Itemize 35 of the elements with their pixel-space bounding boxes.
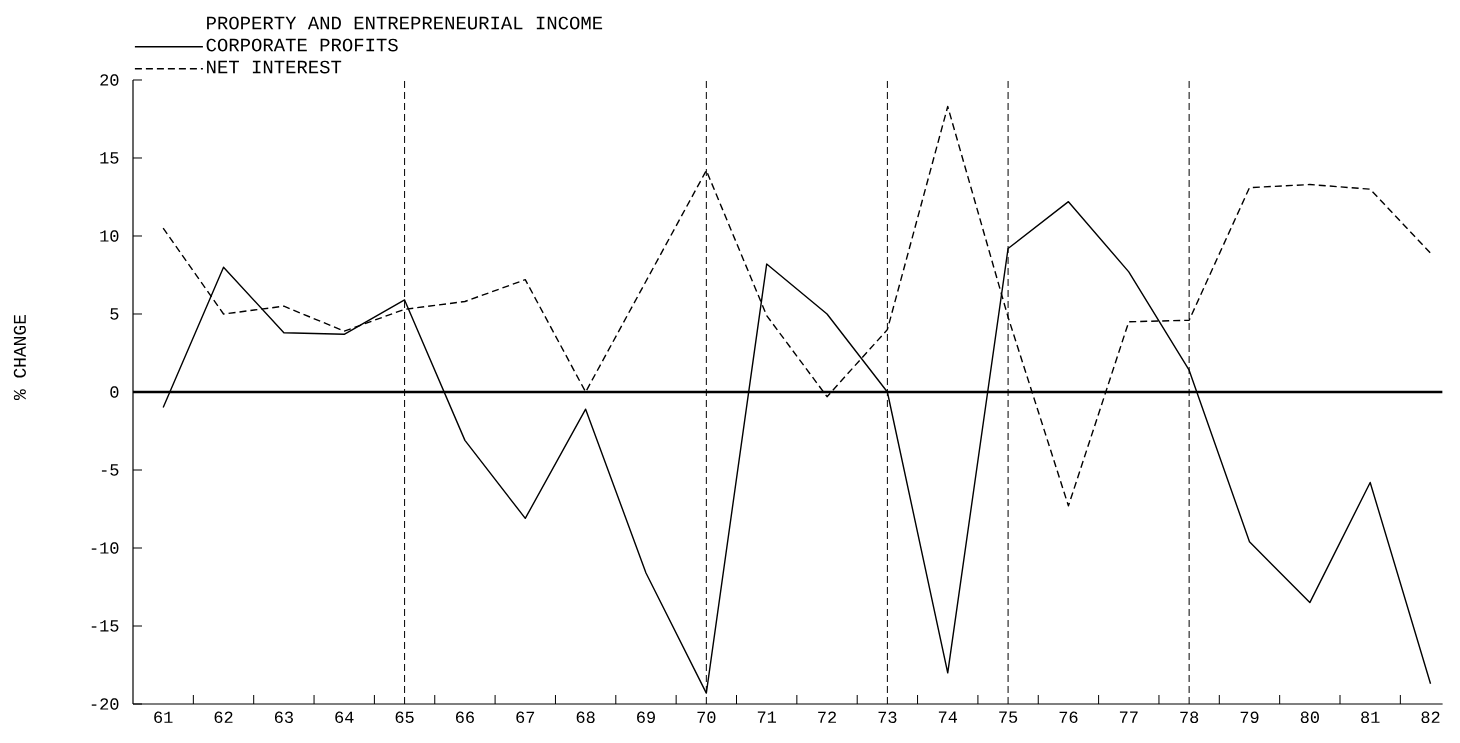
- legend-title: PROPERTY AND ENTREPRENEURIAL INCOME: [207, 16, 603, 30]
- x-tick-label: 75: [999, 711, 1018, 723]
- x-tick-label: 76: [1059, 711, 1078, 724]
- x-tick-label: 74: [938, 711, 958, 723]
- x-tick-label: 62: [214, 711, 233, 724]
- x-tick-label: 68: [576, 711, 595, 724]
- x-tick-label: 65: [395, 711, 414, 724]
- legend-label: NET INTEREST: [207, 60, 342, 74]
- y-tick-label: -10: [91, 542, 119, 554]
- x-tick-label: 82: [1421, 711, 1440, 724]
- y-tick-label: -15: [91, 620, 119, 632]
- y-tick-label: -5: [101, 464, 119, 476]
- y-tick-label: 20: [100, 74, 119, 86]
- y-tick-label: 5: [110, 308, 119, 320]
- x-tick-label: 78: [1180, 711, 1199, 724]
- x-tick-label: 66: [456, 711, 474, 724]
- x-tick-label: 64: [335, 711, 354, 724]
- x-tick-label: 71: [757, 711, 777, 723]
- x-tick-label: 77: [1119, 711, 1138, 723]
- x-tick-label: 67: [516, 711, 535, 724]
- y-tick-label: -20: [91, 698, 119, 710]
- x-tick-label: 73: [878, 711, 897, 724]
- y-axis-title: % CHANGE: [13, 314, 26, 401]
- y-tick-label: 10: [100, 230, 119, 242]
- y-tick-label: 15: [100, 152, 119, 164]
- y-tick-label: 0: [110, 386, 119, 398]
- x-tick-label: 70: [697, 711, 716, 724]
- x-tick-label: 61: [154, 711, 173, 724]
- x-tick-label: 81: [1361, 711, 1380, 724]
- x-tick-label: 69: [637, 711, 655, 724]
- x-tick-label: 79: [1240, 711, 1259, 724]
- x-tick-label: 63: [274, 711, 293, 724]
- x-tick-label: 80: [1300, 711, 1319, 724]
- legend-label: CORPORATE PROFITS: [206, 38, 398, 52]
- x-tick-label: 72: [818, 711, 836, 723]
